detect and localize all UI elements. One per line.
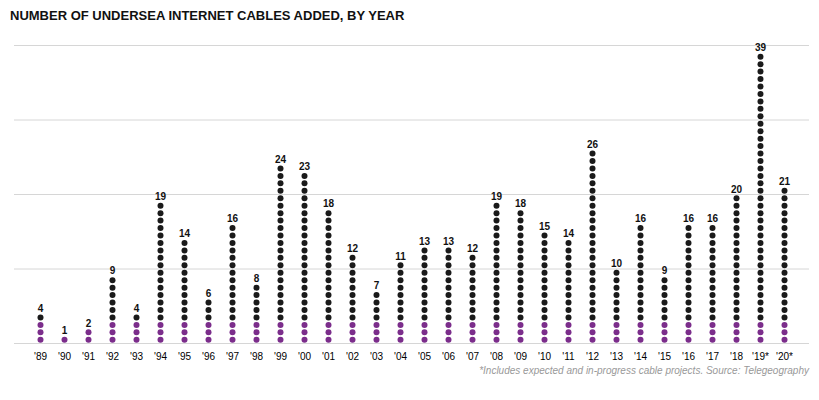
- svg-text:'18: '18: [730, 351, 743, 362]
- svg-text:'07: '07: [466, 351, 479, 362]
- svg-text:16: 16: [683, 213, 695, 224]
- html-text:*Includes expected and in-prog: *Includes expected and in-progress cable…: [479, 365, 809, 376]
- svg-text:11: 11: [395, 251, 406, 262]
- svg-text:4: 4: [38, 303, 44, 314]
- svg-text:'20*: '20*: [776, 351, 793, 362]
- svg-text:'17: '17: [706, 351, 719, 362]
- svg-text:'02: '02: [346, 351, 359, 362]
- svg-text:13: 13: [419, 236, 431, 247]
- svg-text:'13: '13: [610, 351, 623, 362]
- svg-text:'08: '08: [490, 351, 503, 362]
- svg-text:6: 6: [206, 288, 212, 299]
- svg-text:'09: '09: [514, 351, 527, 362]
- svg-text:24: 24: [275, 154, 287, 165]
- svg-text:26: 26: [587, 139, 599, 150]
- svg-text:'10: '10: [538, 351, 551, 362]
- svg-text:18: 18: [323, 198, 335, 209]
- svg-text:'98: '98: [250, 351, 263, 362]
- html-text:NUMBER OF UNDERSEA INTERNET CA: NUMBER OF UNDERSEA INTERNET CABLES ADDED…: [10, 8, 405, 23]
- svg-text:'00: '00: [298, 351, 311, 362]
- svg-text:'15: '15: [658, 351, 671, 362]
- svg-text:1: 1: [62, 325, 68, 336]
- svg-text:16: 16: [707, 213, 719, 224]
- svg-text:9: 9: [110, 265, 116, 276]
- svg-text:20: 20: [731, 184, 743, 195]
- svg-text:2: 2: [86, 318, 92, 329]
- svg-text:4: 4: [134, 303, 140, 314]
- svg-text:10: 10: [611, 258, 623, 269]
- svg-text:39: 39: [755, 42, 767, 53]
- svg-text:'03: '03: [370, 351, 383, 362]
- svg-text:15: 15: [539, 221, 551, 232]
- svg-text:'14: '14: [634, 351, 647, 362]
- svg-text:12: 12: [347, 243, 359, 254]
- svg-text:7: 7: [374, 280, 380, 291]
- svg-text:14: 14: [179, 228, 191, 239]
- svg-text:12: 12: [467, 243, 479, 254]
- svg-text:'16: '16: [682, 351, 695, 362]
- svg-text:13: 13: [443, 236, 455, 247]
- svg-text:'99: '99: [274, 351, 287, 362]
- svg-text:'96: '96: [202, 351, 215, 362]
- svg-text:'95: '95: [178, 351, 191, 362]
- svg-text:18: 18: [515, 198, 527, 209]
- svg-text:23: 23: [299, 161, 311, 172]
- svg-text:'04: '04: [394, 351, 407, 362]
- svg-text:'89: '89: [34, 351, 47, 362]
- svg-text:'92: '92: [106, 351, 119, 362]
- svg-text:'12: '12: [586, 351, 599, 362]
- svg-text:'01: '01: [322, 351, 335, 362]
- svg-text:'19*: '19*: [752, 351, 769, 362]
- svg-text:21: 21: [779, 176, 791, 187]
- svg-text:'93: '93: [130, 351, 143, 362]
- svg-text:'05: '05: [418, 351, 431, 362]
- svg-text:'06: '06: [442, 351, 455, 362]
- svg-text:19: 19: [491, 191, 503, 202]
- svg-text:'90: '90: [58, 351, 71, 362]
- svg-text:9: 9: [662, 265, 668, 276]
- svg-text:19: 19: [155, 191, 167, 202]
- svg-text:14: 14: [563, 228, 575, 239]
- svg-text:8: 8: [254, 273, 260, 284]
- svg-text:16: 16: [227, 213, 239, 224]
- svg-text:'94: '94: [154, 351, 167, 362]
- svg-text:'97: '97: [226, 351, 239, 362]
- svg-text:'91: '91: [82, 351, 95, 362]
- svg-text:16: 16: [635, 213, 647, 224]
- svg-text:'11: '11: [562, 351, 575, 362]
